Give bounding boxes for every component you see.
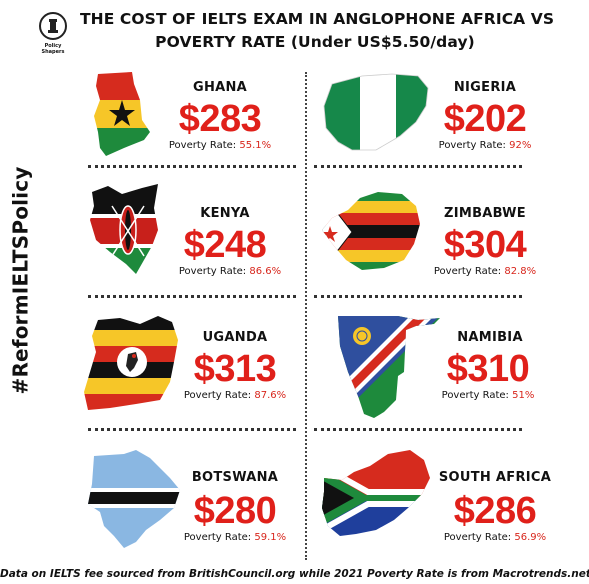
nigeria-map-icon: [323, 73, 429, 151]
poverty-label: Poverty Rate:: [183, 390, 252, 401]
logo: Policy Shapers: [33, 12, 73, 56]
country-name: GHANA: [192, 80, 248, 95]
country-name: NAMIBIA: [457, 330, 523, 345]
poverty-rate: Poverty Rate: 59.1%: [165, 532, 305, 543]
poverty-value: 86.6%: [249, 266, 282, 277]
exam-price: $310: [446, 348, 530, 390]
divider: [88, 295, 296, 298]
poverty-rate: Poverty Rate: 86.6%: [160, 266, 300, 277]
exam-price: $304: [443, 224, 527, 266]
uganda-map-icon: [84, 316, 178, 410]
country-name: UGANDA: [202, 330, 268, 345]
vertical-divider: [305, 72, 307, 560]
poverty-rate: Poverty Rate: 82.8%: [415, 266, 555, 277]
poverty-label: Poverty Rate:: [433, 266, 502, 277]
kenya-map-icon: [90, 184, 158, 274]
poverty-label: Poverty Rate:: [178, 266, 247, 277]
namibia-map-icon: [338, 316, 440, 418]
exam-price: $283: [178, 98, 262, 140]
poverty-value: 51%: [512, 390, 535, 401]
country-name: ZIMBABWE: [444, 206, 526, 221]
ghana-map-icon: [94, 72, 150, 156]
footer-source-note: Data on IELTS fee sourced from BritishCo…: [0, 568, 589, 580]
poverty-label: Poverty Rate:: [443, 532, 512, 543]
title-line-2: POVERTY RATE (Under US$5.50/day): [155, 33, 475, 51]
hashtag: #ReformIELTSPolicy: [8, 166, 33, 395]
divider: [314, 295, 522, 298]
poverty-rate: Poverty Rate: 87.6%: [165, 390, 305, 401]
exam-price: $313: [193, 348, 277, 390]
poverty-label: Poverty Rate:: [168, 140, 237, 151]
country-name: KENYA: [200, 206, 250, 221]
poverty-value: 55.1%: [239, 140, 272, 151]
poverty-value: 56.9%: [514, 532, 547, 543]
poverty-rate: Poverty Rate: 51%: [418, 390, 558, 401]
title-line-1: THE COST OF IELTS EXAM IN ANGLOPHONE AFR…: [80, 10, 555, 28]
logo-text: Policy Shapers: [41, 43, 65, 55]
divider: [88, 165, 296, 168]
country-name: NIGERIA: [453, 80, 517, 95]
page-title: THE COST OF IELTS EXAM IN ANGLOPHONE AFR…: [80, 8, 555, 54]
poverty-label: Poverty Rate:: [438, 140, 506, 151]
south-africa-map-icon: [322, 450, 430, 536]
poverty-value: 87.6%: [254, 390, 287, 401]
poverty-label: Poverty Rate:: [183, 532, 252, 543]
poverty-rate: Poverty Rate: 56.9%: [425, 532, 565, 543]
poverty-rate: Poverty Rate: 92%: [415, 140, 555, 151]
logo-emblem-icon: [39, 12, 67, 40]
poverty-value: 59.1%: [254, 532, 287, 543]
divider: [314, 428, 522, 431]
botswana-map-icon: [88, 450, 180, 548]
zimbabwe-map-icon: [322, 192, 420, 270]
poverty-value: 82.8%: [504, 266, 537, 277]
country-name: BOTSWANA: [191, 470, 279, 485]
divider: [314, 165, 522, 168]
exam-price: $286: [453, 490, 537, 532]
exam-price: $248: [183, 224, 267, 266]
poverty-value: 92%: [509, 140, 532, 151]
exam-price: $202: [443, 98, 527, 140]
poverty-label: Poverty Rate:: [441, 390, 509, 401]
exam-price: $280: [193, 490, 277, 532]
country-name: SOUTH AFRICA: [438, 470, 552, 485]
divider: [88, 428, 296, 431]
poverty-rate: Poverty Rate: 55.1%: [160, 140, 280, 151]
